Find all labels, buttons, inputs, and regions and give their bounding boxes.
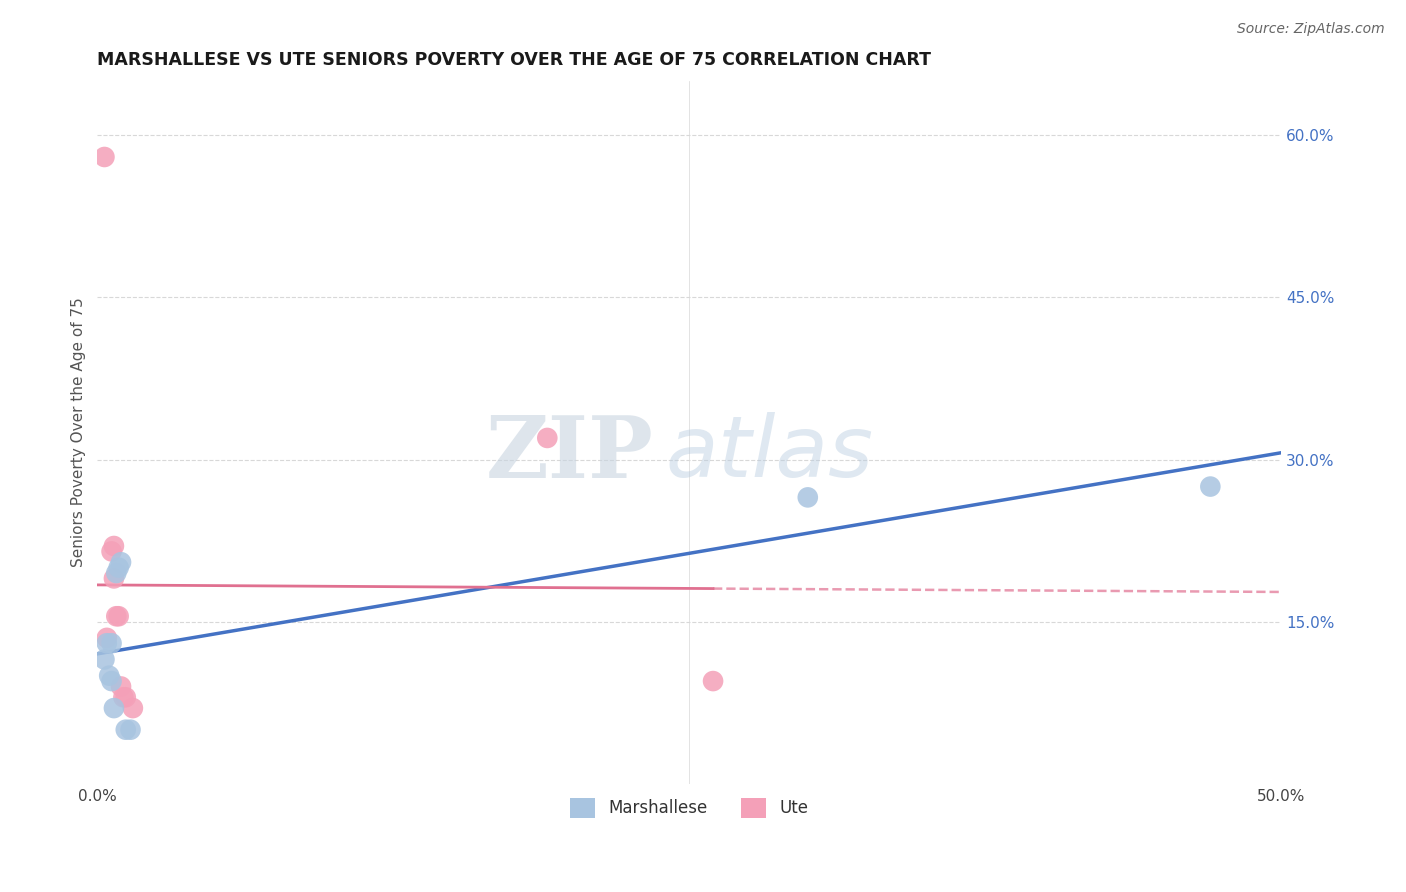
Text: ZIP: ZIP <box>486 411 654 496</box>
Text: MARSHALLESE VS UTE SENIORS POVERTY OVER THE AGE OF 75 CORRELATION CHART: MARSHALLESE VS UTE SENIORS POVERTY OVER … <box>97 51 931 69</box>
Point <box>110 555 132 569</box>
Point <box>110 680 132 694</box>
Point <box>93 652 115 666</box>
Point <box>93 150 115 164</box>
Point <box>797 491 820 505</box>
Point <box>100 636 122 650</box>
Text: Source: ZipAtlas.com: Source: ZipAtlas.com <box>1237 22 1385 37</box>
Y-axis label: Seniors Poverty Over the Age of 75: Seniors Poverty Over the Age of 75 <box>72 298 86 567</box>
Point <box>122 701 145 715</box>
Point <box>105 609 128 624</box>
Point <box>702 674 724 689</box>
Legend: Marshallese, Ute: Marshallese, Ute <box>564 791 815 824</box>
Point <box>105 566 128 580</box>
Point <box>103 701 125 715</box>
Point <box>100 544 122 558</box>
Point <box>100 674 122 689</box>
Point <box>120 723 142 737</box>
Point <box>107 609 129 624</box>
Point <box>96 636 118 650</box>
Point <box>536 431 558 445</box>
Point <box>96 631 118 645</box>
Point <box>107 560 129 574</box>
Point <box>1199 479 1222 493</box>
Point <box>98 668 121 682</box>
Point <box>112 690 135 705</box>
Point <box>114 723 136 737</box>
Point <box>114 690 136 705</box>
Point <box>103 539 125 553</box>
Text: atlas: atlas <box>665 412 873 495</box>
Point <box>103 571 125 585</box>
